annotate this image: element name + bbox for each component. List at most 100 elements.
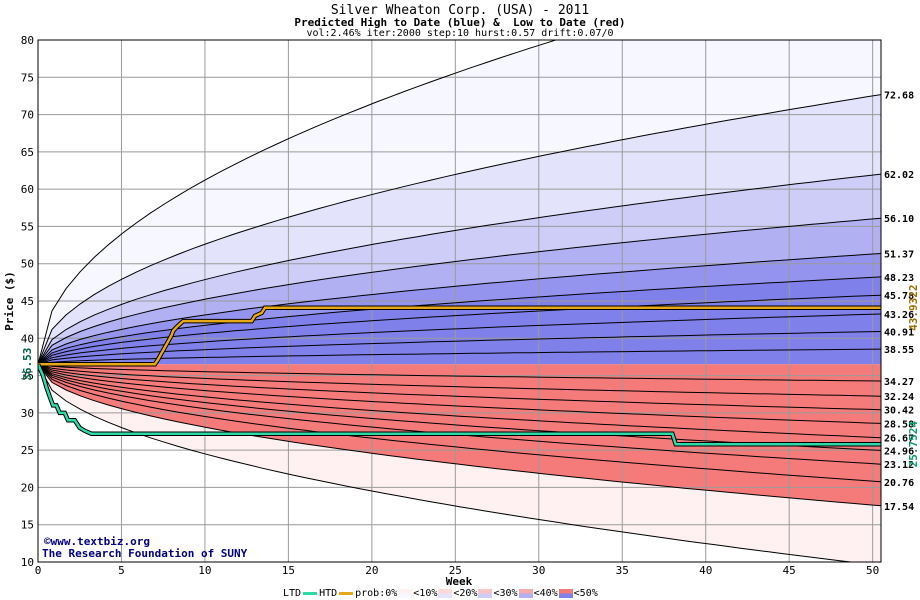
legend-band-swatch — [478, 589, 493, 598]
y-tick-label: 50 — [21, 258, 34, 271]
y-axis-label: Price ($) — [3, 271, 16, 331]
high-probability-band — [38, 314, 881, 365]
high-probability-band — [38, 295, 881, 365]
quantile-curve — [38, 363, 881, 411]
legend-band-swatch — [398, 589, 413, 598]
legend: LTD HTD prob:0% <10% <20% <30% <40% <50% — [283, 588, 598, 599]
htd-series-line — [38, 306, 881, 366]
start-price-label: 36.53 — [21, 348, 34, 381]
quantile-curve — [38, 363, 881, 397]
y-tick-label: 55 — [21, 220, 34, 233]
quantile-end-label: 51.37 — [884, 249, 914, 260]
x-tick-label: 25 — [449, 564, 462, 577]
quantile-end-label: 62.02 — [884, 170, 914, 181]
quantile-end-label: 30.42 — [884, 406, 914, 417]
watermark-url: ©www.textbiz.org — [44, 535, 150, 548]
legend-band-swatch — [558, 589, 573, 598]
x-tick-label: 35 — [616, 564, 629, 577]
high-probability-band — [38, 331, 881, 365]
chart-params: vol:2.46% iter:2000 step:10 hurst:0.57 d… — [306, 28, 614, 39]
watermark-org: The Research Foundation of SUNY — [42, 547, 248, 560]
y-tick-label: 25 — [21, 444, 34, 457]
legend-htd-swatch — [339, 592, 354, 595]
legend-ltd-swatch — [303, 592, 318, 595]
y-tick-label: 40 — [21, 332, 34, 345]
legend-band-label: <50% — [573, 588, 598, 599]
high-probability-band — [38, 349, 881, 365]
quantile-curve — [38, 217, 881, 365]
quantile-end-label: 34.27 — [884, 377, 914, 388]
quantile-end-label: 20.76 — [884, 478, 914, 489]
quantile-curve — [38, 313, 881, 365]
y-tick-label: 30 — [21, 407, 34, 420]
quantile-curve — [38, 253, 881, 365]
x-tick-label: 10 — [198, 564, 211, 577]
quantile-curve — [38, 363, 855, 562]
y-tick-label: 10 — [21, 556, 34, 569]
quantile-curve — [38, 363, 881, 424]
x-tick-label: 5 — [118, 564, 125, 577]
quantile-end-label: 40.91 — [884, 327, 914, 338]
ltd-series-line — [38, 363, 881, 446]
quantile-end-label: 32.24 — [884, 392, 914, 403]
quantile-end-label: 24.96 — [884, 446, 914, 457]
x-axis-label: Week — [446, 575, 473, 588]
quantile-end-label: 48.23 — [884, 273, 914, 284]
legend-band-label: <10% — [413, 588, 438, 599]
quantile-curve — [38, 348, 881, 365]
axes-layer: 0 5 10 15 20 25 30 35 40 45 50 10 15 20 25 30 35 40 45 50 55… — [21, 34, 920, 577]
quantile-curve — [38, 363, 881, 507]
quantile-curve — [38, 331, 881, 365]
legend-band-swatch — [518, 589, 533, 598]
y-tick-label: 65 — [21, 146, 34, 159]
x-tick-label: 0 — [35, 564, 42, 577]
x-tick-label: 30 — [532, 564, 545, 577]
legend-band-label: <40% — [533, 588, 558, 599]
quantile-curve — [38, 276, 881, 365]
high-probability-band — [38, 253, 881, 365]
quantile-curve — [38, 40, 558, 365]
x-tick-label: 40 — [699, 564, 712, 577]
quantile-end-label: 38.55 — [884, 345, 914, 356]
x-tick-label: 45 — [783, 564, 796, 577]
x-tick-label: 20 — [365, 564, 378, 577]
high-probability-band — [38, 218, 881, 365]
legend-band-label: <20% — [453, 588, 478, 599]
y-tick-label: 45 — [21, 295, 34, 308]
band-layer — [38, 40, 881, 562]
ltd-end-label: 25.7524 — [907, 421, 920, 468]
x-tick-label: 50 — [866, 564, 879, 577]
quantile-curve — [38, 94, 881, 365]
high-probability-band — [38, 40, 881, 365]
quantile-end-label: 17.54 — [884, 502, 914, 513]
high-probability-band — [38, 276, 881, 365]
legend-band-swatch — [438, 589, 453, 598]
series-layer — [38, 305, 881, 447]
legend-htd-label: HTD — [319, 588, 338, 599]
quantile-end-label: 72.68 — [884, 91, 914, 102]
quantile-curve — [38, 363, 881, 439]
chart-subtitle: Predicted High to Date (blue) & Low to D… — [294, 16, 626, 29]
quantile-curve — [38, 363, 881, 382]
quantile-curve — [38, 294, 881, 365]
quantile-end-label: 43.26 — [884, 310, 914, 321]
y-tick-label: 35 — [21, 370, 34, 383]
y-tick-label: 60 — [21, 183, 34, 196]
quantile-end-label: 56.10 — [884, 214, 914, 225]
quantile-end-label: 26.67 — [884, 434, 914, 445]
y-tick-label: 70 — [21, 109, 34, 122]
quantile-curve — [38, 173, 881, 365]
chart-title: Silver Wheaton Corp. (USA) - 2011 — [330, 3, 590, 18]
plot-frame — [37, 39, 882, 563]
legend-prob-label: prob:0% — [355, 588, 398, 599]
quantile-end-label: 28.58 — [884, 419, 914, 430]
htd-end-label: 43.9322 — [907, 285, 920, 331]
y-tick-label: 20 — [21, 481, 34, 494]
y-tick-label: 15 — [21, 519, 34, 532]
x-tick-label: 15 — [282, 564, 295, 577]
quantile-end-label: 23.12 — [884, 460, 914, 471]
y-tick-label: 80 — [21, 34, 34, 47]
legend-band-label: <30% — [493, 588, 518, 599]
